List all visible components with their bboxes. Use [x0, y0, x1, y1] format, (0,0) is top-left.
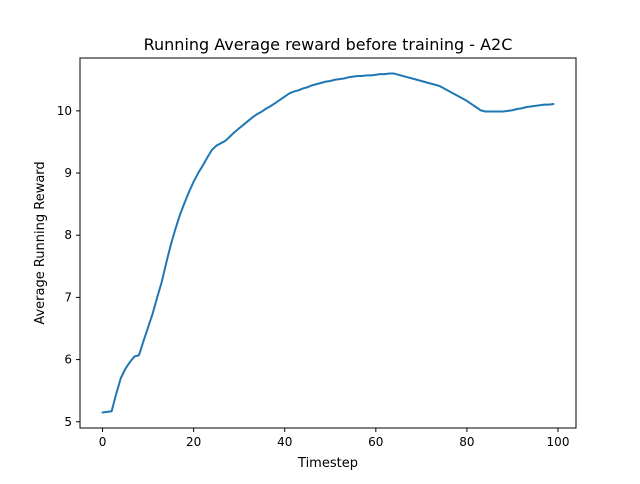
x-tick-label: 20 [186, 435, 201, 449]
y-tick-label: 7 [64, 290, 72, 304]
y-axis-ticks: 5 6 7 8 9 10 [57, 104, 80, 429]
y-tick-label: 8 [64, 228, 72, 242]
plot-area-frame [79, 57, 577, 429]
x-axis-ticks: 0 20 40 60 80 100 [99, 428, 570, 449]
x-tick-label: 80 [459, 435, 474, 449]
x-tick-label: 40 [277, 435, 292, 449]
series-line [101, 72, 555, 414]
y-tick-label: 5 [64, 415, 72, 429]
x-tick-label: 0 [99, 435, 107, 449]
y-tick-label: 10 [57, 104, 72, 118]
x-axis-label: Timestep [297, 456, 358, 471]
y-axis-label: Average Running Reward [33, 161, 48, 324]
x-tick-label: 100 [547, 435, 570, 449]
x-tick-label: 60 [368, 435, 383, 449]
y-tick-label: 9 [64, 166, 72, 180]
y-tick-label: 6 [64, 353, 72, 367]
chart-title: Running Average reward before training -… [144, 35, 513, 54]
